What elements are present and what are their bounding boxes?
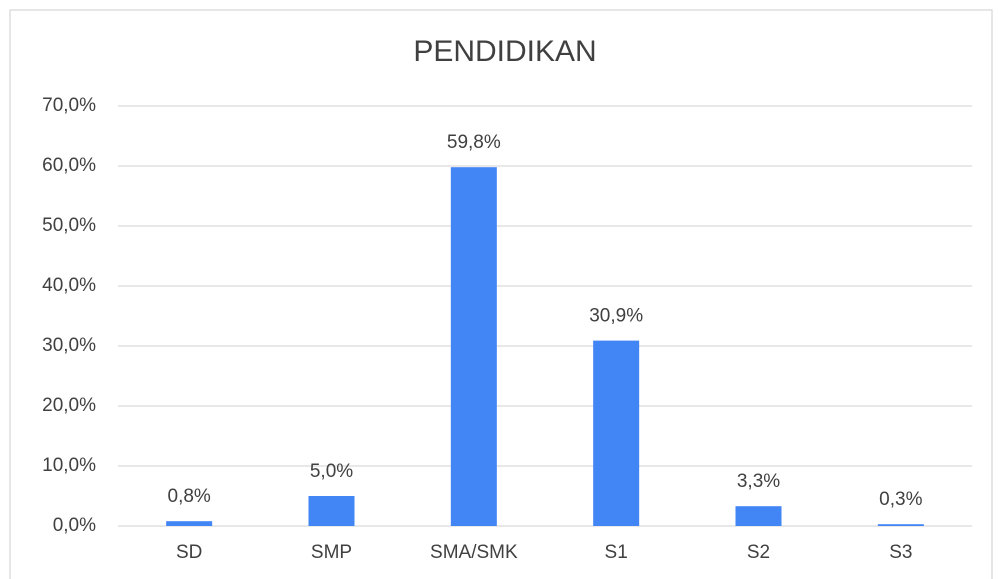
data-label: 5,0%: [310, 461, 353, 482]
data-label: 3,3%: [737, 471, 780, 492]
y-tick-label: 60,0%: [42, 155, 96, 176]
y-tick-label: 20,0%: [42, 395, 96, 416]
y-tick-label: 30,0%: [42, 335, 96, 356]
data-label: 0,8%: [168, 486, 211, 507]
x-tick-label: S3: [889, 542, 912, 563]
data-label: 0,3%: [879, 489, 922, 510]
x-tick-label: S1: [605, 542, 628, 563]
chart-border: [9, 9, 993, 579]
y-tick-label: 10,0%: [42, 455, 96, 476]
y-tick-label: 0,0%: [53, 515, 96, 536]
y-tick-label: 70,0%: [42, 95, 96, 116]
x-tick-label: SMP: [311, 542, 352, 563]
bar: [450, 167, 497, 526]
bar: [593, 340, 640, 526]
chart-title: PENDIDIKAN: [413, 35, 596, 68]
data-label: 30,9%: [589, 306, 643, 327]
y-tick-label: 40,0%: [42, 275, 96, 296]
bar: [166, 521, 213, 526]
x-tick-label: SMA/SMK: [430, 542, 518, 563]
bar: [877, 524, 924, 526]
x-tick-label: S2: [747, 542, 770, 563]
bar: [308, 496, 355, 526]
x-tick-label: SD: [176, 542, 202, 563]
y-tick-label: 50,0%: [42, 215, 96, 236]
data-label: 59,8%: [447, 132, 501, 153]
bar: [735, 506, 782, 526]
